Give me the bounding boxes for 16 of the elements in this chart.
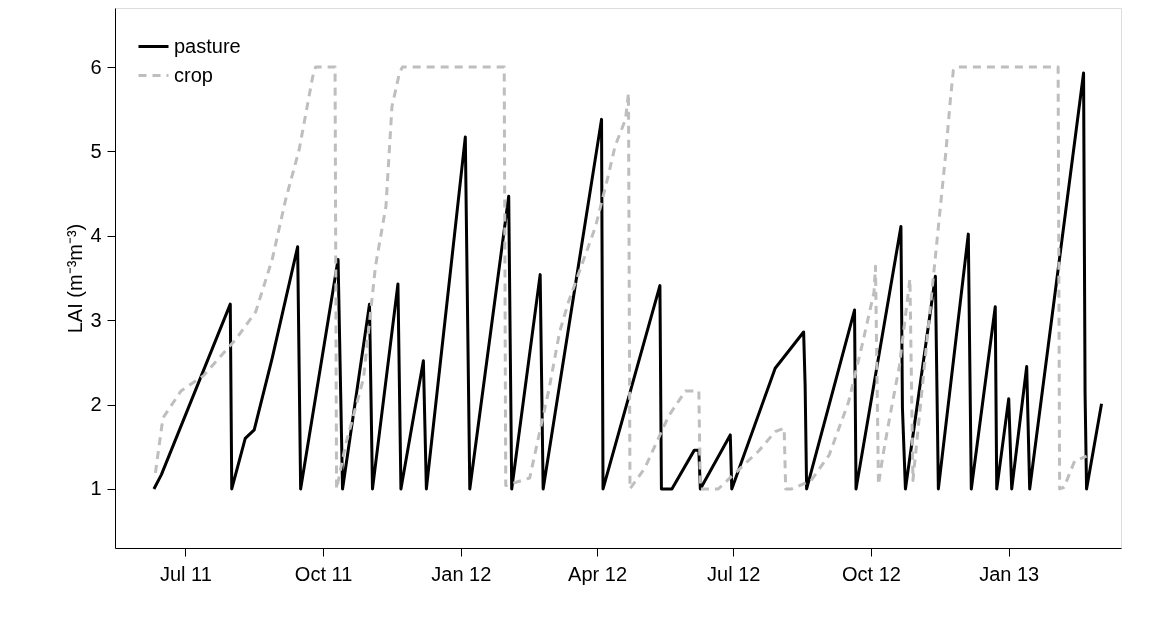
x-tick-label: Jul 12: [707, 562, 761, 585]
x-tick-label: Apr 12: [568, 562, 628, 585]
x-tick-label: Jan 13: [979, 562, 1040, 585]
legend-label: crop: [174, 63, 213, 86]
legend-label: pasture: [174, 34, 241, 57]
y-tick-label: 5: [90, 139, 102, 162]
y-tick-label: 2: [90, 393, 102, 416]
y-tick-label: 4: [90, 224, 102, 247]
y-tick-label: 6: [90, 55, 102, 78]
y-tick-label: 1: [90, 477, 102, 500]
x-tick-label: Jul 11: [159, 562, 212, 585]
y-axis-title: LAI (m⁻³m⁻³): [64, 223, 87, 334]
y-tick-label: 3: [90, 308, 102, 331]
x-tick-label: Oct 11: [294, 562, 353, 585]
x-tick-label: Jan 12: [431, 562, 492, 585]
x-tick-label: Oct 12: [842, 562, 901, 585]
